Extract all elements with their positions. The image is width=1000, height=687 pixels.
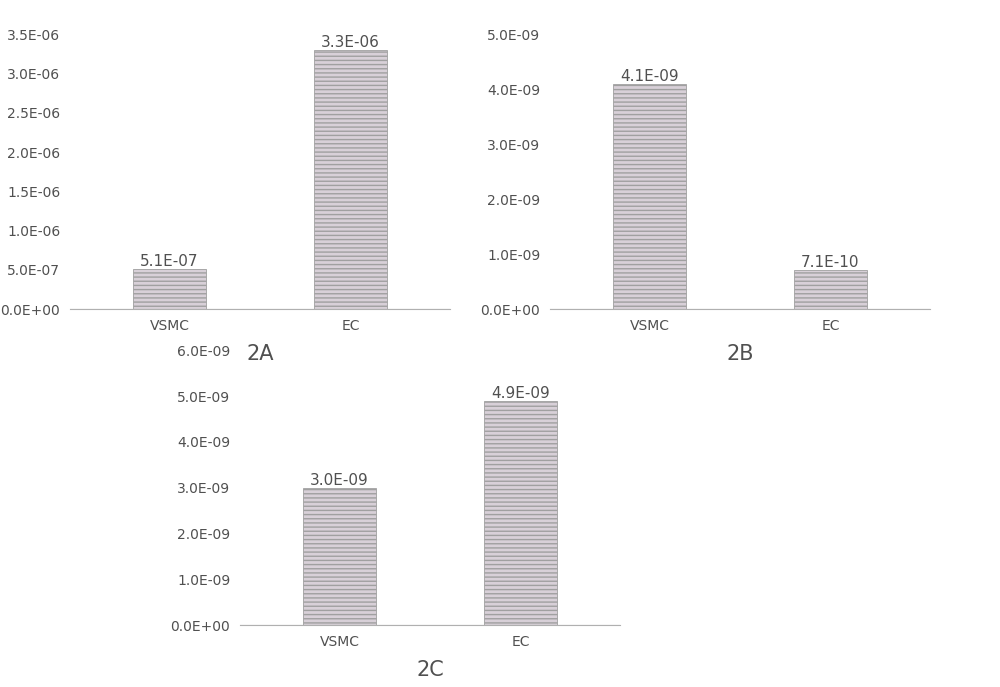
Text: 3.0E-09: 3.0E-09: [310, 473, 369, 488]
Text: 4.1E-09: 4.1E-09: [620, 69, 679, 84]
Bar: [133, 269, 206, 309]
Text: 2A: 2A: [246, 344, 274, 363]
Bar: [303, 488, 376, 625]
Text: 4.9E-09: 4.9E-09: [491, 385, 550, 401]
Bar: [613, 84, 686, 309]
Text: 5.1E-07: 5.1E-07: [140, 254, 199, 269]
Text: 2B: 2B: [726, 344, 754, 363]
Text: 2C: 2C: [416, 660, 444, 679]
Bar: [314, 50, 387, 309]
Text: 3.3E-06: 3.3E-06: [321, 35, 380, 50]
Bar: [484, 401, 557, 625]
Text: 7.1E-10: 7.1E-10: [801, 255, 860, 270]
Bar: [794, 270, 867, 309]
